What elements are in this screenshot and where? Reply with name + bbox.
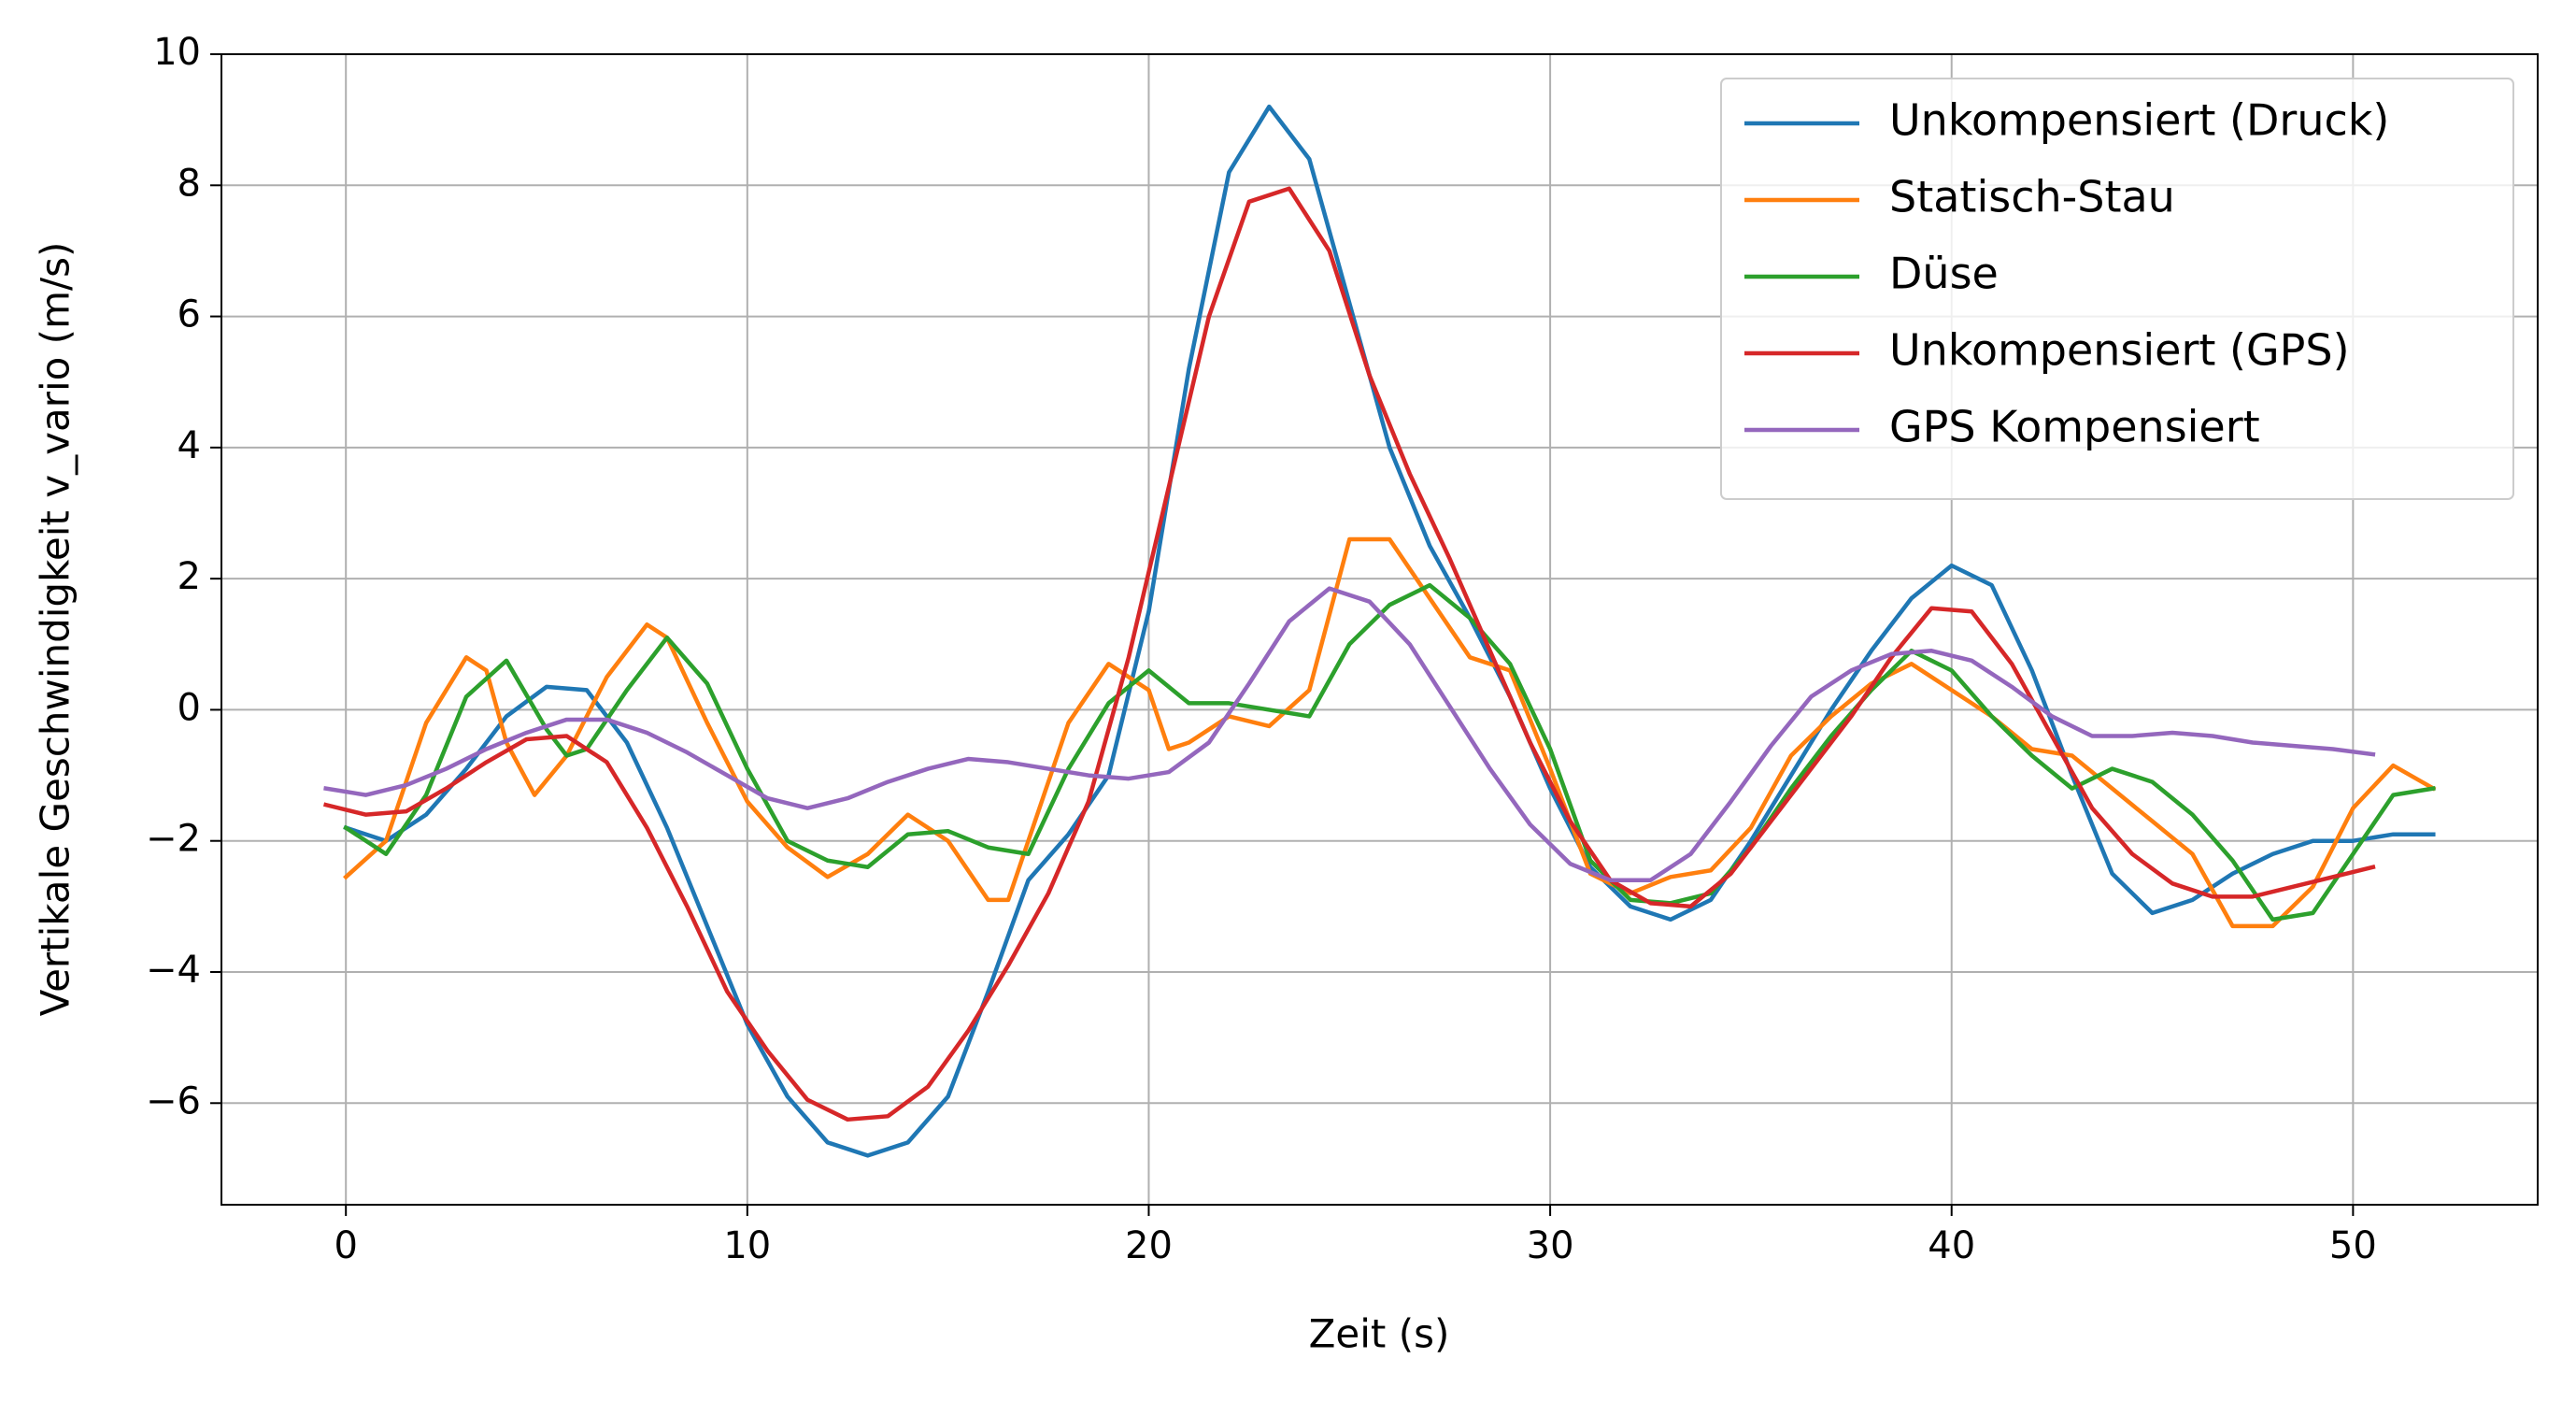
legend-label: Statisch-Stau (1889, 172, 2175, 222)
x-tick-label: 30 (1527, 1224, 1574, 1267)
legend-label: Unkompensiert (GPS) (1889, 325, 2350, 376)
x-axis-label: Zeit (s) (1309, 1311, 1450, 1357)
y-tick-label: 0 (178, 686, 201, 729)
x-tick-label: 0 (334, 1224, 357, 1267)
legend: Unkompensiert (Druck) Statisch-Stau Düse Un… (1720, 78, 2514, 500)
axes-frame (221, 53, 2539, 1206)
y-tick-label: −2 (146, 818, 201, 861)
y-tick-label: 2 (178, 555, 201, 598)
legend-label: GPS Kompensiert (1889, 402, 2260, 452)
x-tick-label: 20 (1125, 1224, 1173, 1267)
y-tick-label: 8 (178, 162, 201, 205)
y-axis-label: Vertikale Geschwindigkeit v_vario (m/s) (33, 242, 78, 1017)
series-line (323, 586, 2376, 883)
x-tick-label: 10 (723, 1224, 771, 1267)
x-tick-label: 50 (2329, 1224, 2377, 1267)
y-tick-label: 4 (178, 424, 201, 467)
x-tick-label: 40 (1928, 1224, 1975, 1267)
legend-label: Unkompensiert (Druck) (1889, 95, 2389, 146)
y-tick-label: 6 (178, 293, 201, 336)
legend-label: Düse (1889, 249, 1999, 299)
series-line (343, 536, 2437, 929)
y-tick-label: 10 (153, 31, 201, 74)
plot-lines (322, 104, 2437, 1158)
y-tick-label: −4 (146, 949, 201, 992)
series-line (343, 104, 2436, 1158)
ticks: 0 10 20 30 40 50 −6 −4 −2 0 2 4 6 8 10 (146, 31, 2377, 1267)
y-tick-label: −6 (146, 1079, 201, 1122)
legend-box (1720, 78, 2514, 500)
